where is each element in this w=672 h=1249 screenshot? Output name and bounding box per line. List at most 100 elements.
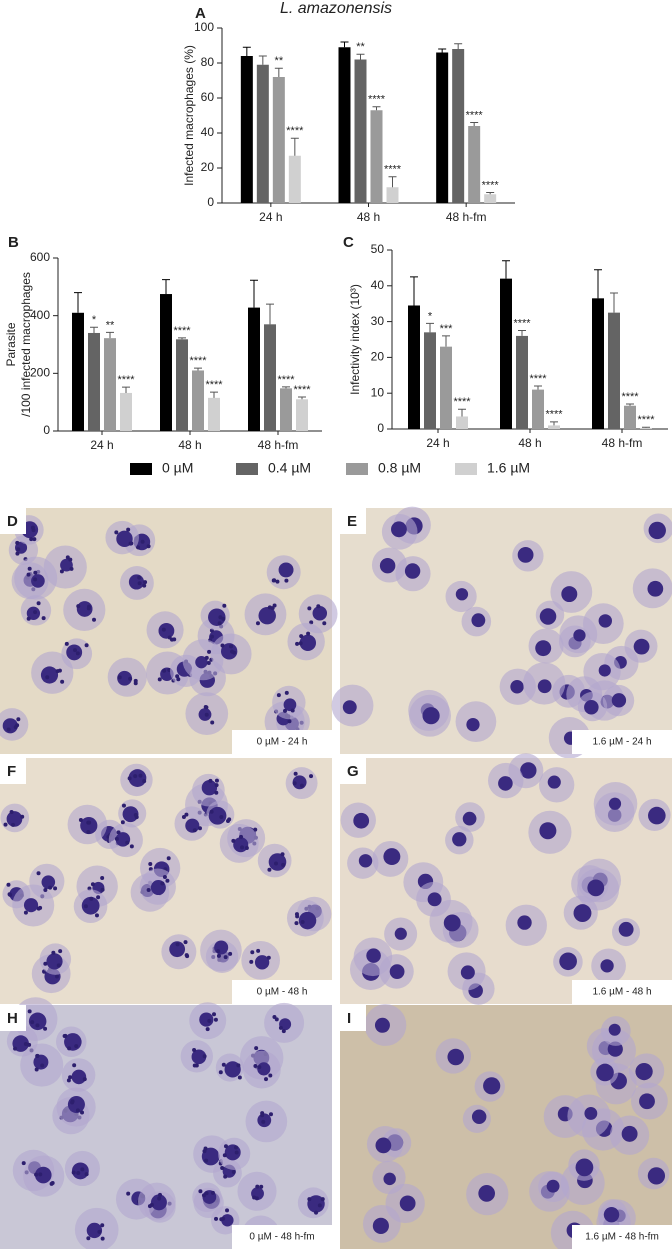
parasite <box>256 948 261 953</box>
cell-nucleus <box>254 955 270 970</box>
cell-nucleus <box>559 952 577 971</box>
error-bar <box>274 67 283 77</box>
cell-nucleus <box>639 1093 655 1110</box>
parasite <box>176 677 181 682</box>
parasite <box>272 578 277 583</box>
parasite <box>240 845 245 850</box>
cell-nucleus <box>399 1195 416 1212</box>
parasite <box>253 1063 258 1068</box>
cell-nucleus <box>483 1077 501 1095</box>
parasite <box>197 826 202 831</box>
error-bar <box>442 335 450 347</box>
y-tick-label: 10 <box>371 385 385 399</box>
parasite <box>13 725 18 730</box>
parasite <box>267 867 272 872</box>
cell-nucleus <box>195 656 208 669</box>
error-bar <box>470 122 479 126</box>
y-axis-label: /100 infected macrophages <box>19 272 33 417</box>
parasite <box>133 812 138 817</box>
error-bar <box>594 269 602 299</box>
bar <box>296 399 308 431</box>
parasite <box>136 545 141 550</box>
parasite <box>214 790 219 795</box>
cell-nucleus <box>41 875 56 889</box>
parasite <box>239 834 244 839</box>
parasite <box>230 649 235 654</box>
legend-swatch <box>236 463 258 475</box>
parasite <box>316 604 321 609</box>
caption: 0 µM - 24 h <box>257 737 308 748</box>
parasite <box>38 905 43 910</box>
parasite <box>222 1153 227 1158</box>
bar <box>516 335 528 429</box>
x-tick-label: 48 h <box>178 438 201 452</box>
cell-nucleus <box>539 822 557 840</box>
parasite <box>133 678 138 683</box>
parasite <box>33 577 38 582</box>
error-bar <box>122 386 130 393</box>
parasite <box>260 1113 265 1118</box>
parasite <box>148 862 153 867</box>
error-bar <box>610 292 618 313</box>
micrograph: D 0 µM - 24 h <box>0 508 338 754</box>
y-axis-label: Infectivity index (10³) <box>348 284 362 395</box>
cell-nucleus <box>633 638 650 655</box>
parasite <box>192 828 197 833</box>
significance-label: **** <box>482 179 500 191</box>
parasite <box>166 856 171 861</box>
parasite <box>320 1197 325 1202</box>
parasite <box>202 1054 207 1059</box>
parasite <box>64 641 69 646</box>
parasite <box>137 581 142 586</box>
significance-label: **** <box>173 325 191 337</box>
cell-nucleus <box>214 940 229 955</box>
bar <box>548 425 560 429</box>
legend-label: 0.8 µM <box>378 460 421 476</box>
parasite <box>94 913 99 918</box>
parasite <box>219 1217 224 1222</box>
x-tick-label: 48 h-fm <box>446 210 487 224</box>
parasite <box>213 1017 218 1022</box>
parasite <box>16 547 21 552</box>
parasite <box>40 1063 45 1068</box>
error-bar <box>410 276 418 306</box>
cell-nucleus <box>647 580 664 597</box>
parasite <box>282 708 287 713</box>
parasite <box>26 572 31 577</box>
cell-nucleus <box>208 806 227 825</box>
parasite <box>210 720 215 725</box>
cell-nucleus <box>573 904 592 923</box>
panel-label: I <box>347 1010 351 1027</box>
parasite <box>233 1145 238 1150</box>
x-tick-label: 24 h <box>426 436 449 450</box>
parasite <box>27 1009 32 1014</box>
bar <box>436 52 449 203</box>
parasite <box>34 1067 39 1072</box>
parasite <box>255 1184 260 1189</box>
parasite <box>317 1203 322 1208</box>
parasite <box>280 852 285 857</box>
significance-label: **** <box>513 317 531 329</box>
parasite <box>121 803 126 808</box>
parasite <box>201 1193 206 1198</box>
parasite <box>86 606 91 611</box>
parasite <box>207 1018 212 1023</box>
parasite <box>306 631 311 636</box>
parasite <box>58 949 63 954</box>
parasite <box>147 1204 152 1209</box>
significance-label: **** <box>368 94 386 106</box>
cell-nucleus <box>71 1162 89 1180</box>
parasite <box>210 634 215 639</box>
cell-nucleus <box>587 879 605 897</box>
error-bar <box>162 279 170 295</box>
parasite <box>120 820 125 825</box>
parasite <box>293 771 298 776</box>
parasite <box>204 655 209 660</box>
error-bar <box>194 367 202 371</box>
bar <box>500 278 512 429</box>
parasite <box>299 634 304 639</box>
cell-nucleus <box>158 622 175 639</box>
parasite <box>78 818 83 823</box>
error-bar <box>426 322 434 333</box>
bar <box>338 47 351 203</box>
